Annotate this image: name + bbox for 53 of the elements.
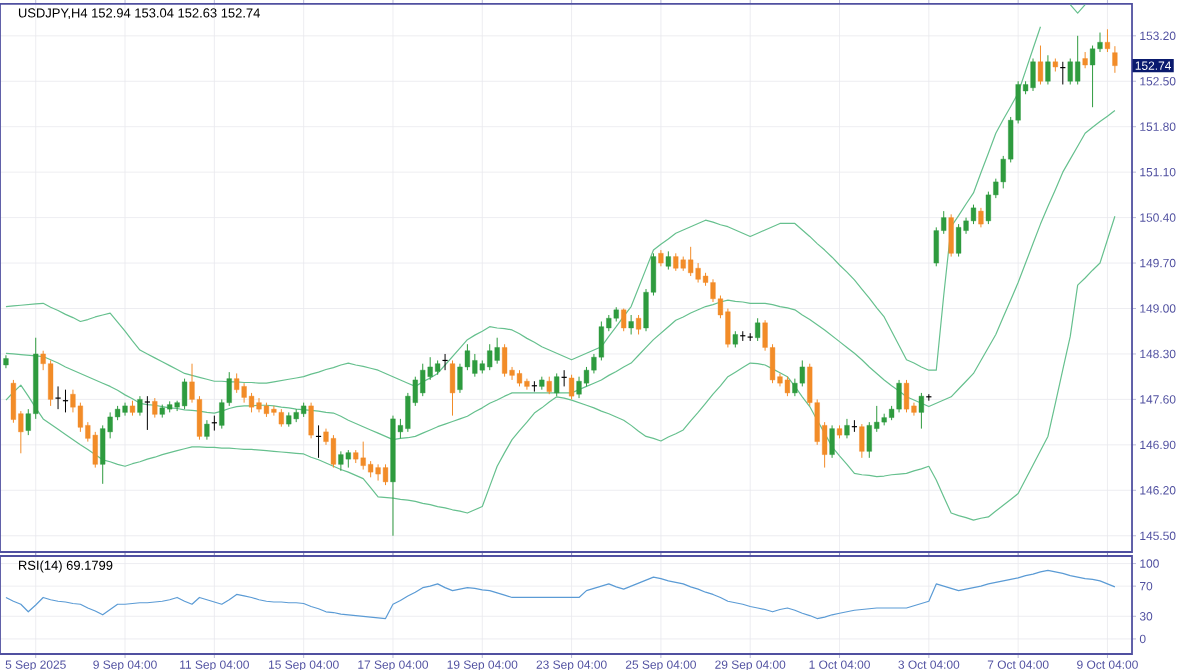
candlestick — [494, 337, 500, 365]
candlestick — [524, 378, 530, 391]
candlestick — [978, 207, 984, 228]
candlestick — [1045, 54, 1051, 85]
candlestick — [948, 213, 954, 258]
candlestick — [420, 363, 426, 397]
candlestick — [487, 343, 493, 371]
candlestick — [144, 395, 151, 431]
candlestick — [554, 372, 560, 397]
candlestick — [48, 359, 54, 407]
candlestick — [628, 314, 634, 335]
candlestick — [665, 250, 671, 271]
candlestick — [903, 379, 910, 413]
candlestick — [844, 418, 850, 439]
candlestick — [866, 421, 872, 459]
candlestick — [449, 359, 456, 417]
candlestick — [92, 431, 98, 469]
candlestick — [1030, 58, 1036, 92]
candlestick — [695, 262, 701, 284]
candlestick — [472, 353, 478, 378]
candlestick — [271, 405, 277, 417]
candlestick — [382, 463, 389, 486]
candlestick — [755, 317, 761, 342]
candlestick — [441, 353, 449, 371]
candlestick — [1037, 45, 1044, 85]
candlestick — [1104, 28, 1111, 53]
candlestick — [1112, 45, 1118, 74]
candlestick — [204, 419, 210, 441]
candlestick — [918, 392, 924, 430]
candlestick — [1067, 58, 1073, 85]
candlestick — [338, 450, 344, 472]
candlestick — [502, 343, 508, 378]
candlestick — [569, 374, 575, 400]
candlestick — [248, 392, 255, 413]
candlestick — [576, 376, 582, 399]
candlestick — [688, 246, 694, 277]
candlestick — [330, 434, 336, 469]
candlestick — [241, 382, 247, 404]
candlestick — [152, 397, 158, 419]
candlestick — [956, 223, 962, 258]
candlestick — [1075, 35, 1081, 85]
candlestick — [308, 402, 314, 439]
candlestick — [1082, 51, 1088, 69]
candlestick — [360, 441, 366, 471]
candlestick — [829, 424, 835, 459]
candlestick — [182, 378, 188, 410]
candlestick — [896, 379, 902, 413]
candlestick — [137, 395, 143, 417]
candlestick — [635, 314, 642, 335]
candlestick — [859, 423, 865, 459]
candlestick — [375, 463, 381, 482]
candlestick — [54, 385, 62, 410]
candlestick — [784, 376, 790, 397]
